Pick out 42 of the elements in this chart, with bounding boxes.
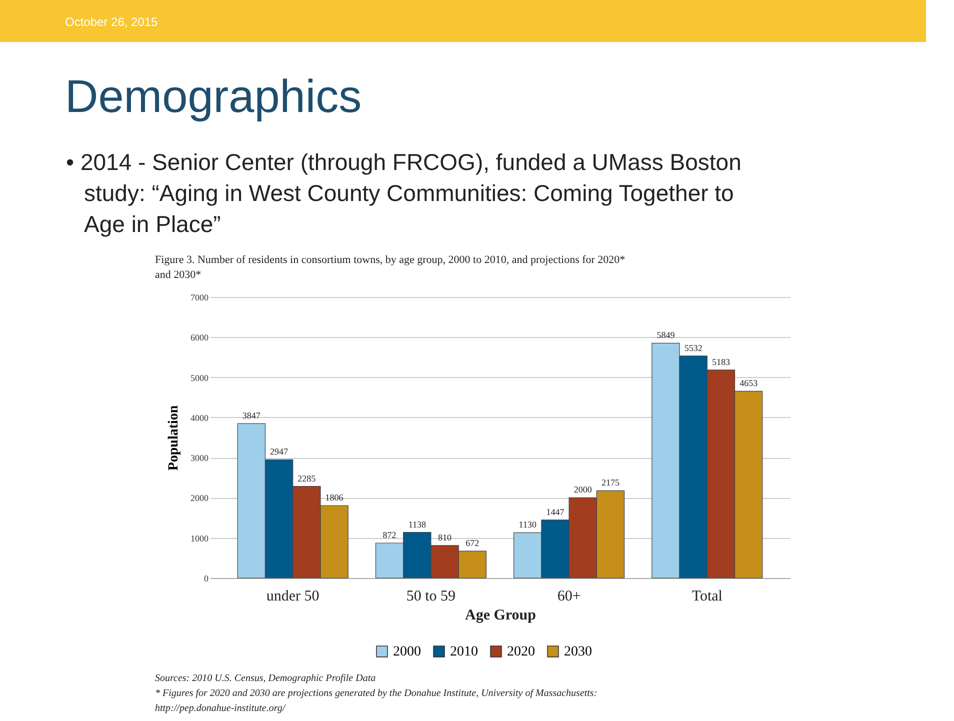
legend-label: 2000: [393, 644, 421, 660]
caption: Figure 3. Number of residents in consortium towns, by age group, 2000 to 2010, and projections for 2020* and 2030*: [155, 254, 626, 281]
source-note: Sources: 2010 U.S. Census, Demographic Profile Data: [155, 673, 376, 684]
x-tick-label: under 50: [266, 588, 320, 604]
x-tick-label: 50 to 59: [406, 588, 456, 604]
text: study: “Aging in West County Communities: Coming Together to: [84, 180, 734, 206]
y-tick-label: 3000: [190, 453, 209, 464]
data-label: 1138: [408, 519, 426, 530]
x-axis-title: Age Group: [465, 608, 536, 624]
data-label: 2285: [298, 473, 316, 484]
data-label: 3847: [242, 410, 261, 421]
data-label: 4653: [740, 378, 758, 388]
legend-label: 2030: [564, 644, 592, 660]
data-label: 872: [382, 530, 396, 540]
y-tick-label: 2000: [190, 493, 209, 504]
legend-label: 2020: [507, 644, 535, 660]
legend-label: 2010: [450, 644, 478, 660]
y-tick-label: 4000: [190, 412, 209, 423]
data-label: 1130: [518, 520, 537, 530]
data-label: 2175: [601, 478, 620, 488]
data-label: 672: [466, 538, 480, 548]
data-label: 5183: [712, 356, 730, 367]
y-tick-label: 1000: [190, 533, 209, 544]
data-label: 1806: [325, 492, 344, 502]
y-tick-label: 6000: [190, 332, 209, 343]
chart-title: Demographics: [65, 70, 362, 122]
data-label: 5532: [684, 342, 702, 353]
data-label: 2947: [270, 446, 289, 457]
text: * Figures for 2020 and 2030 are projections generated by the Donahue Institute, University of Massachusetts: http://pep.donahue-institute.org/: [155, 688, 598, 714]
y-tick-label: 5000: [190, 372, 209, 383]
data-label: 810: [438, 532, 452, 542]
y-tick-label: 0: [204, 574, 209, 584]
data-label: 2000: [574, 484, 592, 495]
x-tick-label: 60+: [557, 588, 581, 604]
y-axis-title: Population: [166, 405, 182, 471]
data-label: 1447: [546, 506, 565, 517]
x-tick-label: Total: [692, 588, 722, 604]
text: • 2014 - Senior Center (through FRCOG), funded a UMass Boston: [66, 149, 742, 175]
text: October 26, 2015: [65, 15, 158, 29]
text: Age in Place”: [84, 211, 221, 237]
y-tick-label: 7000: [190, 292, 209, 302]
data-label: 5849: [656, 330, 676, 340]
